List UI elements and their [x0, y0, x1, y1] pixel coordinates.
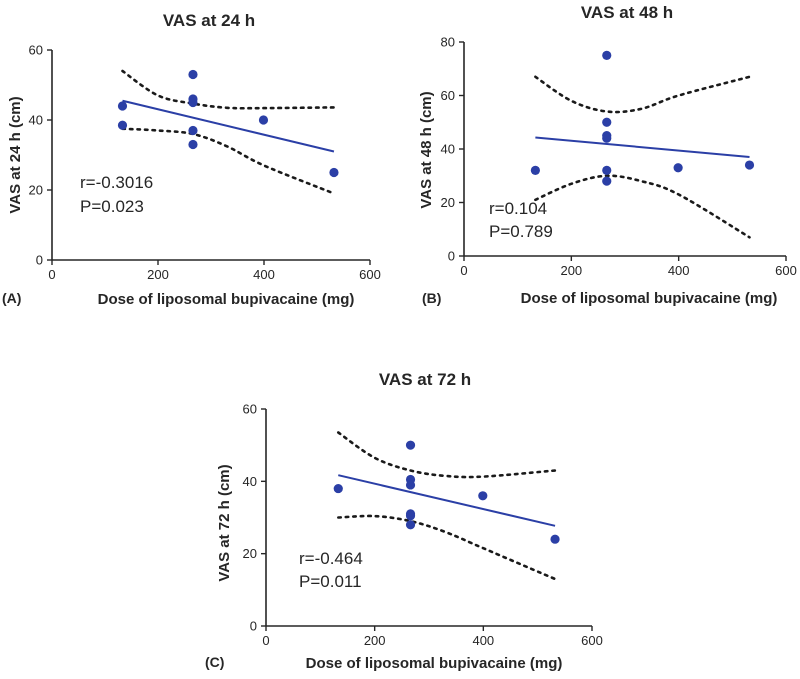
data-point: [602, 133, 612, 143]
ci-upper-band: [121, 69, 336, 110]
y-axis-label: VAS at 48 h (cm): [418, 91, 435, 208]
p-value: P=0.023: [80, 197, 144, 216]
ci-upper-band: [337, 431, 557, 479]
chart-title: VAS at 72 h: [379, 370, 471, 389]
data-point: [117, 120, 128, 130]
correlation-r: r=-0.3016: [80, 173, 153, 192]
y-tick-label: 20: [243, 546, 257, 561]
y-tick-label: 0: [250, 619, 257, 634]
x-tick-label: 600: [581, 633, 603, 648]
ci-upper-band: [534, 75, 751, 114]
y-tick-label: 0: [36, 253, 43, 268]
regression-line: [535, 136, 750, 159]
y-axis-label: VAS at 24 h (cm): [7, 96, 24, 213]
data-point: [405, 480, 416, 490]
ci-lower-band: [534, 174, 751, 239]
chart-title: VAS at 48 h: [581, 3, 673, 22]
y-tick-label: 60: [441, 88, 455, 103]
data-point: [405, 511, 416, 521]
data-point: [117, 101, 128, 111]
data-point: [405, 440, 416, 450]
plot-area: 0 200 400 600 0 20 40 60: [29, 43, 381, 283]
x-tick-label: 600: [775, 263, 797, 278]
correlation-r: r=-0.464: [299, 549, 363, 568]
data-point: [744, 160, 755, 170]
data-point: [602, 117, 612, 127]
data-point: [258, 115, 269, 125]
y-tick-label: 80: [441, 35, 455, 50]
x-axis-label: Dose of liposomal bupivacaine (mg): [521, 290, 778, 307]
x-tick-label: 200: [147, 267, 169, 282]
data-point: [188, 125, 198, 136]
x-tick-label: 600: [359, 267, 381, 282]
plot-area: 0 200 400 600 0 20 40 60 80: [441, 35, 797, 279]
y-tick-label: 60: [243, 402, 257, 417]
data-point: [333, 483, 343, 494]
chart-panel-a: VAS at 24 h VAS at 24 h (cm) Dose of lip…: [2, 11, 381, 308]
ci-lower-band: [337, 514, 557, 581]
x-tick-label: 400: [668, 263, 690, 278]
x-tick-label: 0: [262, 633, 269, 648]
data-point: [602, 50, 612, 60]
y-tick-label: 40: [29, 113, 43, 128]
data-point: [329, 167, 339, 178]
chart-panel-b: VAS at 48 h VAS at 48 h (cm) Dose of lip…: [418, 3, 797, 307]
data-point: [405, 520, 416, 530]
data-point: [188, 69, 198, 80]
y-tick-label: 60: [29, 43, 43, 58]
x-tick-label: 400: [253, 267, 275, 282]
data-point: [673, 163, 683, 173]
panel-label: (A): [2, 290, 21, 306]
x-tick-label: 200: [560, 263, 582, 278]
panel-label: (B): [422, 290, 441, 306]
x-tick-label: 400: [472, 633, 494, 648]
data-point: [602, 176, 612, 186]
regression-line: [338, 474, 556, 527]
y-tick-label: 40: [441, 142, 455, 157]
plot-area: 0 200 400 600 0 20 40 60: [243, 402, 603, 649]
x-tick-label: 0: [48, 267, 55, 282]
y-tick-label: 20: [441, 195, 455, 210]
x-tick-label: 200: [364, 633, 386, 648]
ci-lower-band: [121, 127, 336, 195]
data-point: [478, 491, 488, 501]
x-tick-label: 0: [460, 263, 467, 278]
y-tick-label: 40: [243, 474, 257, 489]
x-axis-label: Dose of liposomal bupivacaine (mg): [98, 291, 355, 308]
data-point: [188, 139, 198, 150]
panel-label: (C): [205, 654, 224, 670]
data-point: [530, 165, 540, 175]
y-tick-label: 0: [448, 249, 455, 264]
regression-line: [122, 99, 335, 153]
p-value: P=0.011: [299, 572, 362, 591]
p-value: P=0.789: [489, 222, 553, 241]
y-tick-label: 20: [29, 183, 43, 198]
y-axis-label: VAS at 72 h (cm): [216, 464, 233, 581]
chart-panel-c: VAS at 72 h VAS at 72 h (cm) Dose of lip…: [205, 370, 603, 672]
chart-title: VAS at 24 h: [163, 11, 255, 30]
correlation-r: r=0.104: [489, 199, 547, 218]
data-point: [188, 97, 198, 108]
data-point: [602, 165, 612, 175]
data-point: [550, 534, 560, 544]
x-axis-label: Dose of liposomal bupivacaine (mg): [306, 655, 563, 672]
